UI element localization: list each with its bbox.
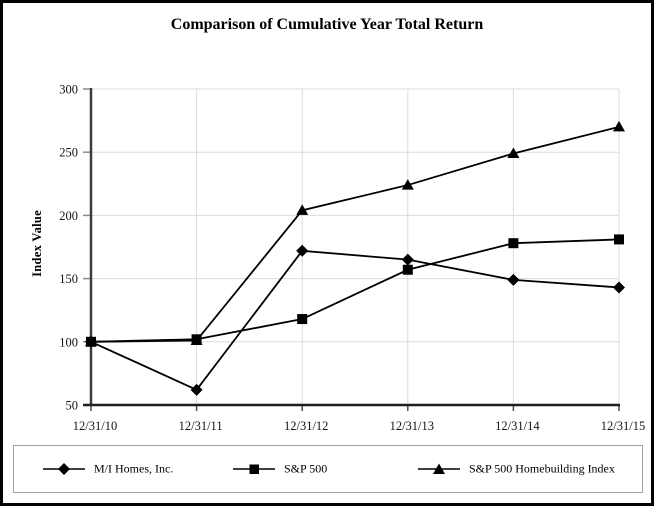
svg-text:50: 50: [66, 399, 79, 413]
series-triangle: [85, 120, 625, 347]
x-tick-labels: 12/31/10 12/31/11 12/31/12 12/31/13 12/31/14…: [73, 419, 645, 433]
svg-text:12/31/11: 12/31/11: [179, 419, 223, 433]
data-point: [297, 314, 308, 325]
legend-label-mi-homes: M/I Homes, Inc.: [94, 461, 174, 476]
data-point: [86, 336, 96, 347]
legend-item-sp500-homebuilding: S&P 500 Homebuilding Index: [418, 462, 615, 477]
diamond-marker-icon: [43, 463, 85, 475]
data-point: [613, 281, 625, 294]
chart-title: Comparison of Cumulative Year Total Retu…: [170, 16, 484, 33]
svg-text:150: 150: [59, 272, 78, 286]
svg-text:12/31/15: 12/31/15: [601, 419, 645, 433]
svg-text:100: 100: [59, 335, 78, 349]
svg-text:300: 300: [59, 83, 78, 97]
y-tick-labels: 50 100 150 200 250 300: [59, 83, 78, 413]
data-point: [613, 120, 625, 132]
svg-text:12/31/12: 12/31/12: [284, 419, 328, 433]
series-diamond: [85, 244, 625, 396]
data-point: [401, 179, 414, 190]
legend: M/I Homes, Inc. S&P 500 S&P 500 Homebuil…: [13, 445, 643, 493]
legend-item-mi-homes: M/I Homes, Inc.: [43, 462, 173, 477]
data-point: [191, 334, 202, 345]
data-point: [296, 204, 309, 215]
square-marker-icon: [233, 464, 275, 474]
svg-text:12/31/10: 12/31/10: [73, 419, 117, 433]
data-point: [614, 234, 624, 245]
data-point: [401, 253, 414, 266]
data-point: [508, 238, 519, 249]
svg-text:12/31/13: 12/31/13: [390, 419, 434, 433]
svg-text:250: 250: [59, 146, 78, 160]
data-point: [507, 273, 520, 286]
legend-label-sp500-homebuilding: S&P 500 Homebuilding Index: [469, 461, 615, 476]
axes: [83, 88, 620, 411]
data-point: [507, 147, 520, 158]
data-point: [296, 244, 309, 257]
legend-label-sp500: S&P 500: [284, 461, 328, 476]
series-square: [86, 234, 624, 347]
svg-text:200: 200: [59, 209, 78, 223]
triangle-marker-icon: [418, 463, 460, 474]
data-point: [190, 383, 203, 396]
svg-text:12/31/14: 12/31/14: [495, 419, 540, 433]
data-point: [402, 264, 413, 275]
legend-item-sp500: S&P 500: [233, 462, 327, 477]
gridlines: [91, 88, 620, 405]
